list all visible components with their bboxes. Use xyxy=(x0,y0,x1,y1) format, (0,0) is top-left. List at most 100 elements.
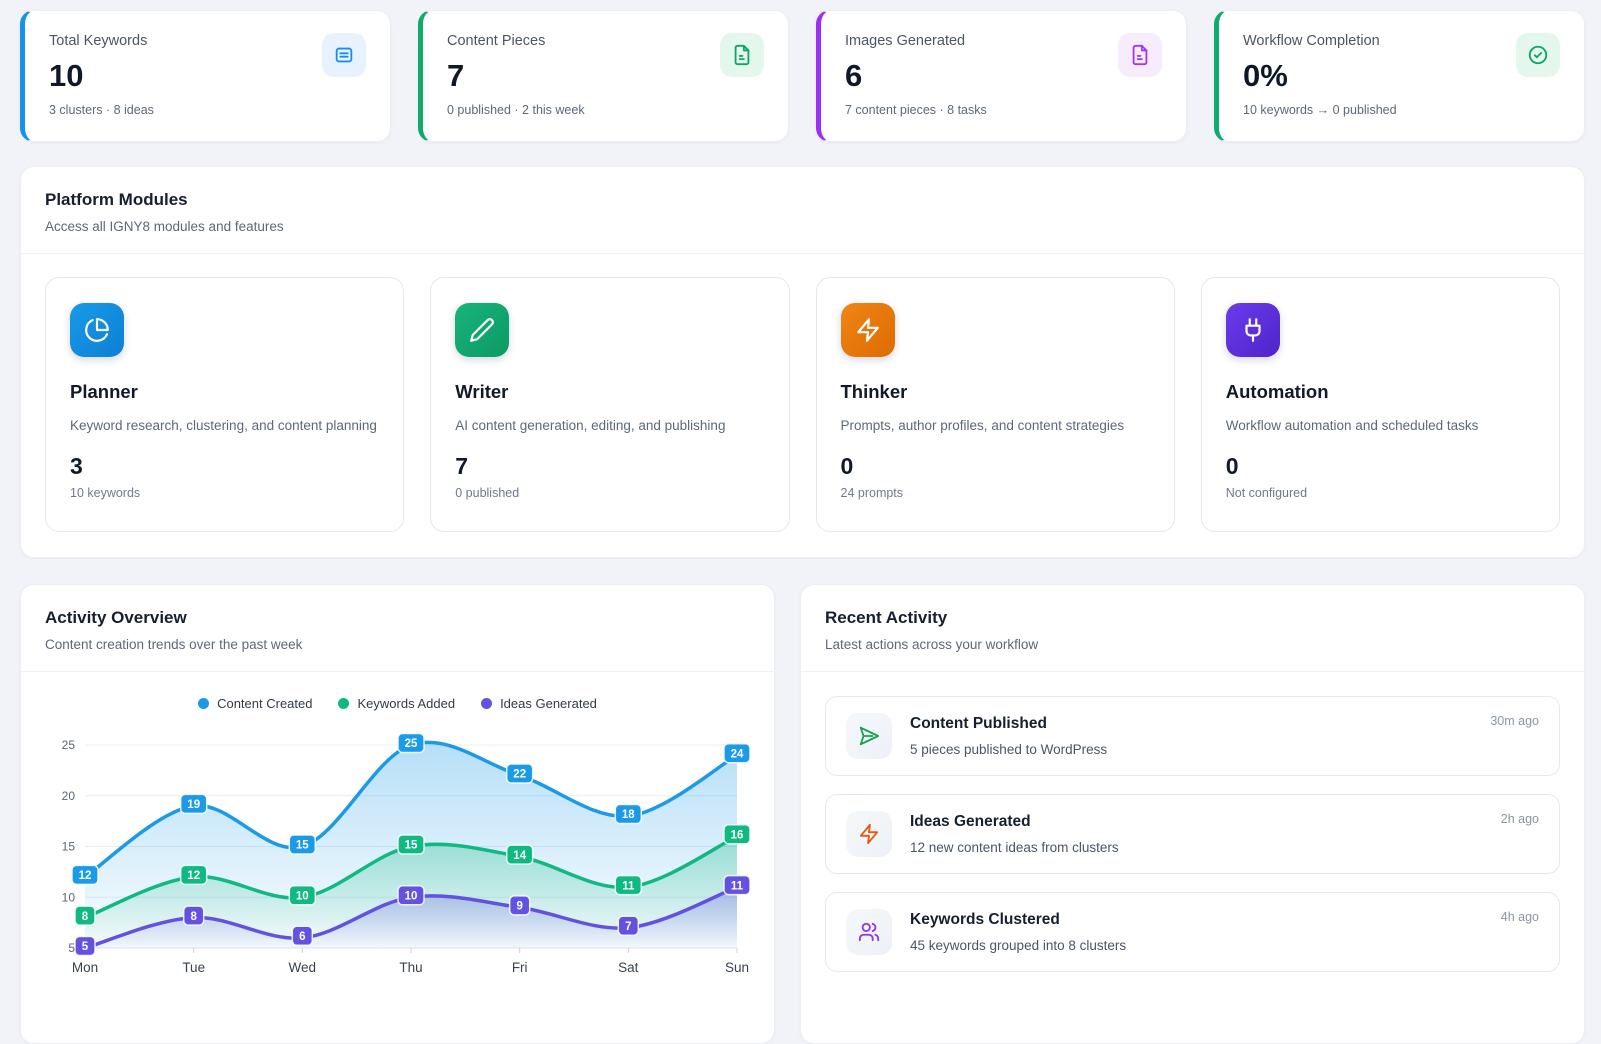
module-sub: 10 keywords xyxy=(70,485,141,500)
svg-text:11: 11 xyxy=(622,880,635,892)
stat-sub: 7 content pieces · 8 tasks xyxy=(845,103,987,117)
svg-text:8: 8 xyxy=(82,911,89,923)
send-icon xyxy=(846,713,892,759)
module-card-thinker[interactable]: Thinker Prompts, author profiles, and co… xyxy=(815,277,1175,532)
svg-text:5: 5 xyxy=(68,941,75,955)
svg-text:24: 24 xyxy=(731,748,744,760)
svg-text:25: 25 xyxy=(62,738,76,752)
stat-value: 0% xyxy=(1243,58,1288,93)
activity-description: 5 pieces published to WordPress xyxy=(910,742,1108,757)
platform-modules-panel: Platform Modules Access all IGNY8 module… xyxy=(20,166,1585,558)
section-subtitle: Latest actions across your workflow xyxy=(825,637,1039,652)
svg-text:25: 25 xyxy=(405,738,418,750)
section-title: Recent Activity xyxy=(825,608,948,627)
pencil-icon xyxy=(455,303,510,357)
stat-label: Images Generated xyxy=(845,33,966,49)
legend-dot xyxy=(481,698,493,709)
module-card-planner[interactable]: Planner Keyword research, clustering, an… xyxy=(45,277,405,532)
module-description: AI content generation, editing, and publ… xyxy=(455,418,726,433)
svg-text:18: 18 xyxy=(622,809,635,821)
stat-sub: 10 keywords → 0 published xyxy=(1243,103,1397,117)
svg-text:15: 15 xyxy=(62,840,76,854)
divider xyxy=(21,671,774,672)
activity-item-ideas-generated: Ideas Generated 12 new content ideas fro… xyxy=(825,794,1560,874)
module-description: Prompts, author profiles, and content st… xyxy=(840,418,1125,433)
section-subtitle: Content creation trends over the past we… xyxy=(45,637,303,652)
stat-value: 6 xyxy=(845,58,863,93)
module-card-automation[interactable]: Automation Workflow automation and sched… xyxy=(1200,277,1560,532)
svg-text:8: 8 xyxy=(190,911,197,923)
bottom-row: Activity Overview Content creation trend… xyxy=(20,584,1585,1044)
activity-timestamp: 30m ago xyxy=(1490,714,1539,728)
svg-text:7: 7 xyxy=(625,921,631,933)
svg-text:5: 5 xyxy=(82,941,89,953)
svg-text:14: 14 xyxy=(513,850,526,862)
module-name: Planner xyxy=(70,381,138,402)
divider xyxy=(21,253,1584,254)
module-description: Workflow automation and scheduled tasks xyxy=(1225,418,1479,433)
module-stat: 3 xyxy=(70,452,83,479)
svg-text:16: 16 xyxy=(731,830,744,842)
plug-icon xyxy=(1225,303,1280,357)
section-title: Activity Overview xyxy=(45,608,187,627)
stat-label: Total Keywords xyxy=(49,33,148,49)
legend-item[interactable]: Keywords Added xyxy=(338,696,455,711)
legend-dot xyxy=(338,698,350,709)
activity-overview-panel: Activity Overview Content creation trend… xyxy=(20,584,775,1044)
module-sub: 0 published xyxy=(455,485,520,500)
activity-chart-svg: 1219152522182481210151411165861097115101… xyxy=(62,732,751,975)
platform-modules-header: Platform Modules Access all IGNY8 module… xyxy=(21,167,1584,253)
svg-text:15: 15 xyxy=(296,840,309,852)
legend-label: Keywords Added xyxy=(357,696,456,711)
legend-label: Content Created xyxy=(217,696,313,711)
svg-text:10: 10 xyxy=(62,890,76,904)
module-name: Writer xyxy=(455,381,509,402)
activity-description: 12 new content ideas from clusters xyxy=(910,840,1119,855)
pie-chart-icon xyxy=(70,303,124,357)
modules-grid: Planner Keyword research, clustering, an… xyxy=(21,254,1584,557)
recent-activity-panel: Recent Activity Latest actions across yo… xyxy=(800,584,1585,1044)
section-title: Platform Modules xyxy=(45,190,188,209)
stat-sub: 3 clusters · 8 ideas xyxy=(49,103,154,117)
legend-item[interactable]: Ideas Generated xyxy=(481,696,597,711)
activity-title: Keywords Clustered xyxy=(910,911,1060,928)
module-name: Automation xyxy=(1225,381,1329,402)
activity-timestamp: 4h ago xyxy=(1500,910,1539,924)
svg-text:Mon: Mon xyxy=(72,960,98,975)
svg-text:10: 10 xyxy=(405,890,418,902)
stat-label: Content Pieces xyxy=(447,33,546,49)
recent-activity-header: Recent Activity Latest actions across yo… xyxy=(801,585,1584,671)
module-card-writer[interactable]: Writer AI content generation, editing, a… xyxy=(430,277,790,532)
svg-text:10: 10 xyxy=(296,890,309,902)
stat-card-total-keywords: Total Keywords 10 3 clusters · 8 ideas xyxy=(20,10,391,142)
svg-text:12: 12 xyxy=(79,870,92,882)
divider xyxy=(801,671,1584,672)
stats-row: Total Keywords 10 3 clusters · 8 ideas C… xyxy=(20,10,1585,142)
stat-value: 10 xyxy=(49,58,84,93)
module-stat: 0 xyxy=(1225,452,1239,479)
svg-text:Wed: Wed xyxy=(289,960,317,975)
lightning-icon xyxy=(846,811,892,857)
module-stat: 0 xyxy=(840,452,854,479)
svg-text:Fri: Fri xyxy=(512,960,528,975)
file-text-icon xyxy=(720,33,764,77)
chart-legend: Content Created Keywords Added Ideas Gener… xyxy=(45,696,750,711)
stat-label: Workflow Completion xyxy=(1243,33,1380,49)
svg-text:Thu: Thu xyxy=(399,960,422,975)
module-name: Thinker xyxy=(840,381,908,402)
legend-dot xyxy=(198,698,210,709)
users-icon xyxy=(846,909,892,955)
svg-text:9: 9 xyxy=(516,901,522,913)
stat-card-content-pieces: Content Pieces 7 0 published · 2 this we… xyxy=(418,10,789,142)
legend-label: Ideas Generated xyxy=(500,696,597,711)
svg-text:22: 22 xyxy=(513,769,526,781)
svg-text:Tue: Tue xyxy=(182,960,205,975)
svg-text:15: 15 xyxy=(405,840,418,852)
activity-title: Ideas Generated xyxy=(910,813,1031,830)
legend-item[interactable]: Content Created xyxy=(198,696,312,711)
svg-text:20: 20 xyxy=(62,789,76,803)
activity-item-content-published: Content Published 5 pieces published to … xyxy=(825,696,1560,776)
svg-text:19: 19 xyxy=(187,799,200,811)
activity-timestamp: 2h ago xyxy=(1500,812,1539,826)
